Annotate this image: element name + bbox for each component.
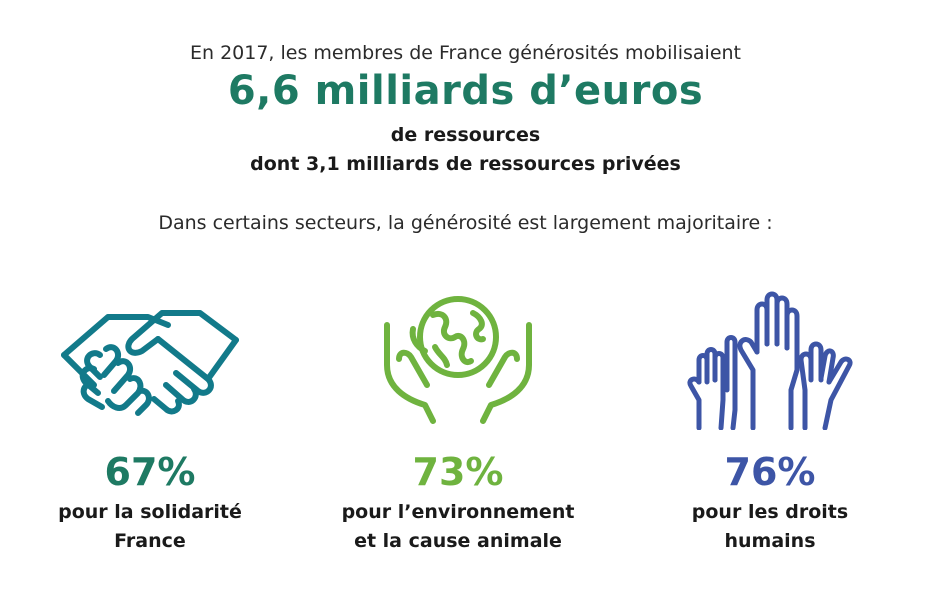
sector-solidarity: 67% pour la solidarité France bbox=[0, 285, 300, 556]
raised-hands-icon bbox=[687, 291, 853, 430]
subtitle-resources: de ressources bbox=[390, 124, 541, 146]
sector-label: pour la solidarité France bbox=[0, 498, 300, 556]
sector-label-line2: humains bbox=[724, 530, 816, 552]
intro-text: En 2017, les membres de France générosit… bbox=[189, 42, 741, 64]
sector-percent: 76% bbox=[724, 450, 816, 494]
handshake-icon bbox=[61, 310, 239, 416]
sector-label-line1: pour l’environnement bbox=[341, 501, 575, 523]
sector-label-line2: et la cause animale bbox=[354, 530, 562, 552]
sector-label-line1: pour la solidarité bbox=[58, 501, 242, 523]
sector-label: pour les droits humains bbox=[620, 498, 920, 556]
hands-holding-globe-icon bbox=[384, 296, 532, 424]
sector-label: pour l’environnement et la cause animale bbox=[308, 498, 608, 556]
subtitle-private-resources: dont 3,1 milliards de ressources privées bbox=[250, 153, 681, 175]
sector-label-line1: pour les droits bbox=[691, 501, 849, 523]
sector-environment: 73% pour l’environnement et la cause ani… bbox=[308, 285, 608, 556]
sector-percent: 73% bbox=[412, 450, 504, 494]
sectors-intro-text: Dans certains secteurs, la générosité es… bbox=[158, 212, 773, 234]
sector-percent: 67% bbox=[104, 450, 196, 494]
sector-label-line2: France bbox=[114, 530, 186, 552]
headline-figure: 6,6 milliards d’euros bbox=[227, 68, 704, 114]
sector-human-rights: 76% pour les droits humains bbox=[620, 285, 920, 556]
